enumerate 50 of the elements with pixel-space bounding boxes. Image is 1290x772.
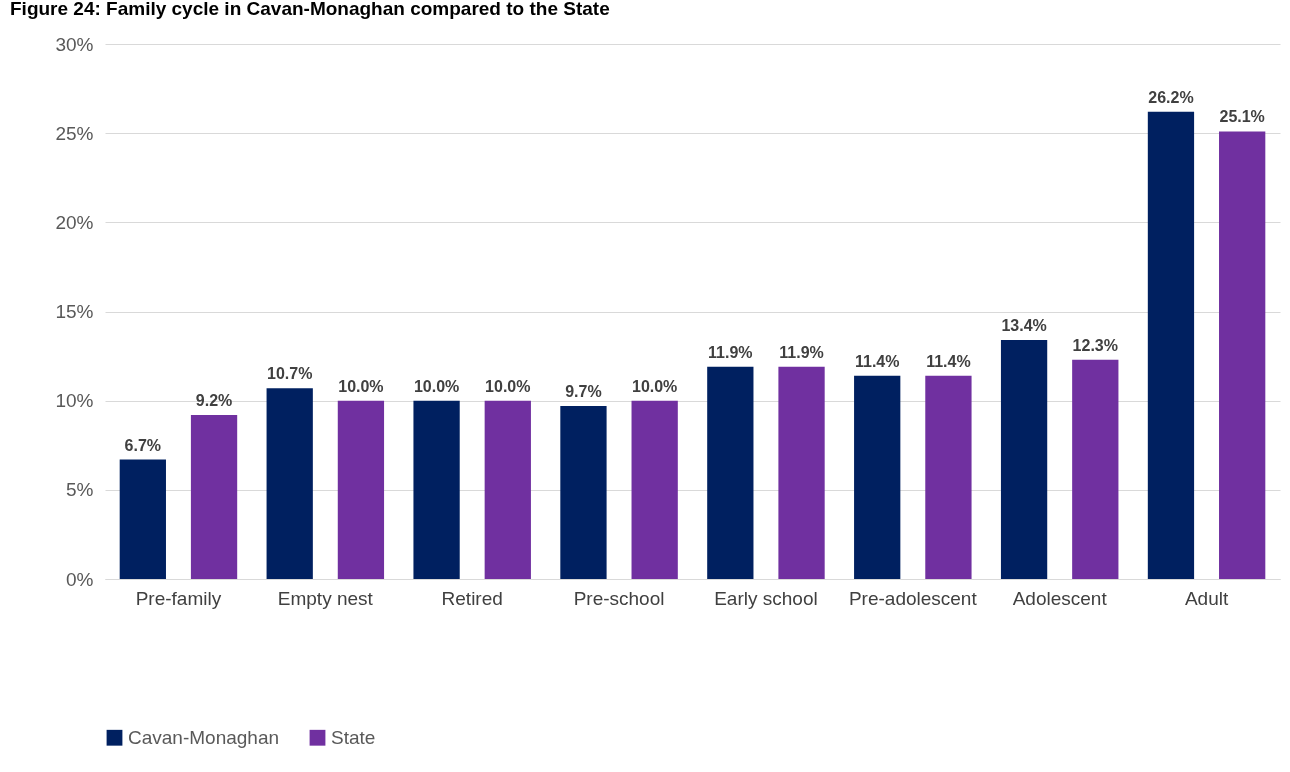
bar [190,414,238,579]
data-label: 11.4% [926,352,971,370]
bar [560,406,607,579]
data-label: 10.0% [338,377,384,395]
y-tick-label: 25% [55,122,94,144]
y-tick-label: 15% [55,301,94,322]
data-label: 10.7% [267,365,313,383]
data-label: 25.1% [1219,108,1265,126]
x-tick-label: Pre-family [135,587,222,609]
data-label: 11.4% [854,352,900,370]
data-label: 13.4% [1001,317,1047,335]
y-tick-label: 20% [55,211,94,233]
chart-title: Figure 24: Family cycle in Cavan-Monaghan compared to the State [10,0,610,19]
bar [854,375,901,579]
data-label: 10.0% [413,377,460,395]
y-tick-label: 10% [55,390,94,412]
x-tick-label: Adult [1184,587,1229,609]
bar [119,459,166,579]
x-tick-label: Pre-school [573,587,665,609]
bar [266,388,313,579]
data-label: 26.2% [1148,88,1194,106]
bar [1000,340,1048,579]
data-label: 11.9% [708,343,753,361]
bar [778,366,825,579]
bar [707,366,754,579]
x-tick-label: Adolescent [1012,587,1108,609]
legend-label: Cavan-Monaghan [128,726,280,748]
data-label: 9.2% [195,391,233,409]
y-tick-label: 0% [66,568,94,590]
legend-label: State [331,726,376,748]
data-label: 6.7% [124,436,162,454]
x-tick-label: Pre-adolescent [848,587,978,609]
data-label: 10.0% [631,377,678,395]
bar [1219,131,1266,579]
bar [1072,359,1119,579]
bar [1147,111,1195,579]
bar [413,400,460,579]
y-tick-label: 5% [66,479,94,501]
bar [925,375,972,579]
data-label: 11.9% [779,343,824,361]
data-label: 12.3% [1072,336,1118,354]
x-tick-label: Retired [441,587,503,609]
data-label: 10.0% [485,377,531,395]
bar [337,400,385,579]
bar [631,400,678,579]
bar [484,400,531,579]
x-tick-label: Early school [714,587,818,609]
y-tick-label: 30% [55,33,94,55]
data-label: 9.7% [565,383,602,401]
x-tick-label: Empty nest [277,587,374,609]
